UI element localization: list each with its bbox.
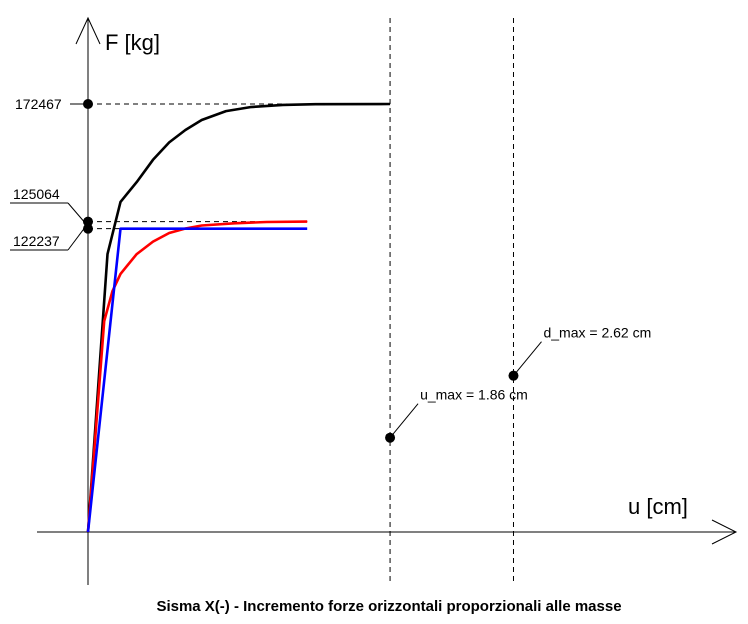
annotation-label: d_max = 2.62 cm [543,325,651,341]
series-line-2 [86,227,308,533]
axes [37,16,738,585]
annotation-leader [389,403,419,439]
y-tick-dot [83,223,93,234]
y-axis-label: F [kg] [105,30,160,55]
annotation-label: u_max = 1.86 cm [420,387,528,403]
y-tick-group: 172467 125064 122237 [10,96,93,251]
y-tick-label: 125064 [13,186,60,202]
reference-horizontal-lines [88,103,391,230]
annotation-group: u_max = 1.86 cm d_max = 2.62 cm [385,325,651,443]
y-tick-dot [83,99,93,109]
y-tick-dot [83,216,93,227]
y-tick-leader [67,202,85,222]
chart-title: Sisma X(-) - Incremento forze orizzontal… [156,598,621,615]
annotation-leader [513,341,542,376]
reference-vertical-lines [389,18,514,585]
y-tick-label: 122237 [13,233,60,249]
y-tick-label: 172467 [15,96,62,112]
x-axis-arrow [711,519,738,545]
series-group [86,102,391,533]
y-axis-arrow [75,16,101,45]
series-line-1 [86,220,308,533]
series-line-0 [86,102,391,533]
x-axis-label: u [cm] [628,494,688,519]
y-tick-leader [67,228,85,251]
